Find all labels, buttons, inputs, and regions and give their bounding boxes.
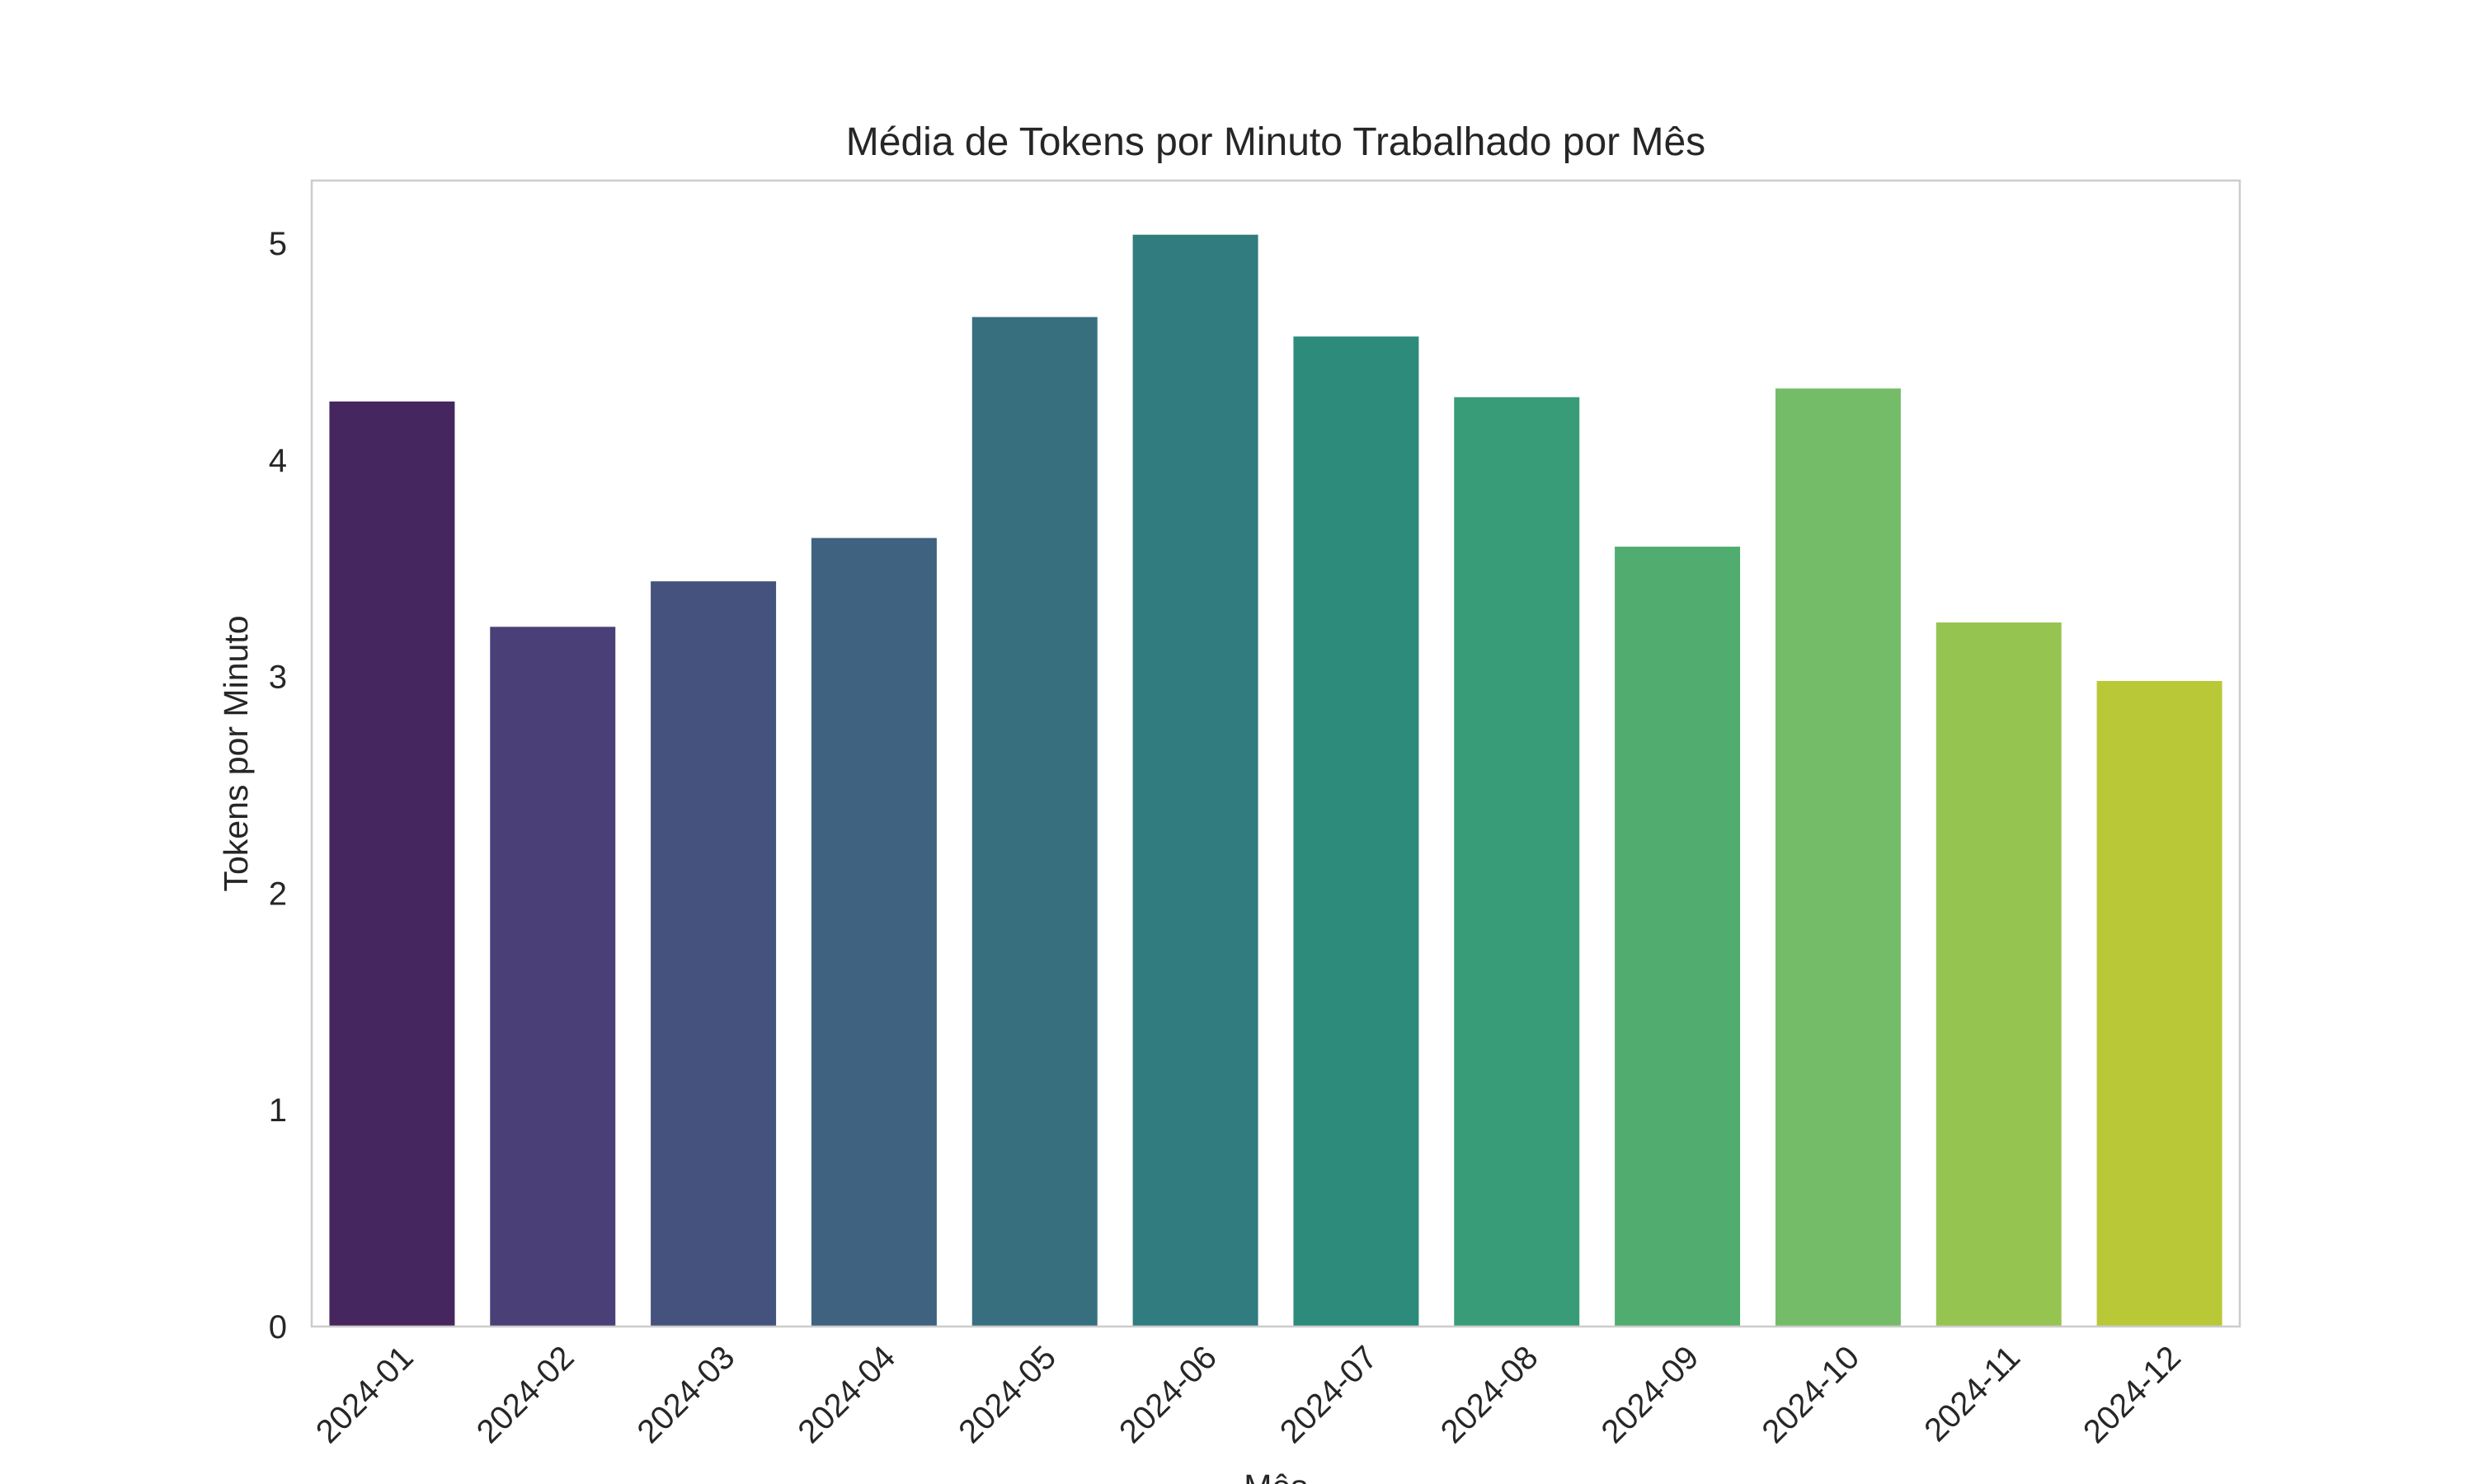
x-tick-label: 2024-05 bbox=[952, 1339, 1063, 1450]
bar-2024-11 bbox=[1935, 622, 2062, 1327]
bar-2024-02 bbox=[490, 627, 616, 1327]
y-tick-label: 3 bbox=[269, 660, 287, 696]
plot-frame bbox=[310, 179, 2241, 1328]
bars-layer bbox=[329, 234, 2222, 1327]
bar-2024-06 bbox=[1132, 234, 1258, 1327]
bar-2024-07 bbox=[1293, 336, 1419, 1327]
bar-2024-01 bbox=[329, 402, 455, 1327]
bar-2024-10 bbox=[1775, 388, 1901, 1327]
y-tick-label: 2 bbox=[269, 876, 287, 912]
x-tick-label: 2024-10 bbox=[1755, 1339, 1866, 1450]
y-axis-label: Tokens por Minuto bbox=[217, 615, 255, 891]
y-tick-label: 1 bbox=[269, 1092, 287, 1129]
bar-2024-03 bbox=[651, 581, 777, 1327]
x-tick-label: 2024-06 bbox=[1112, 1339, 1224, 1450]
x-axis-ticks: 2024-01 2024-02 2024-03 2024-04 2024-05 2024-… bbox=[309, 1339, 2188, 1450]
chart-title: Média de Tokens por Minuto Trabalhado po… bbox=[846, 120, 1705, 164]
x-tick-label: 2024-11 bbox=[1917, 1339, 2027, 1449]
bar-2024-09 bbox=[1615, 547, 1741, 1327]
x-tick-label: 2024-08 bbox=[1434, 1339, 1545, 1450]
bar-2024-08 bbox=[1454, 397, 1580, 1327]
x-tick-label: 2024-03 bbox=[631, 1339, 742, 1450]
x-tick-label: 2024-09 bbox=[1595, 1339, 1706, 1450]
x-tick-label: 2024-04 bbox=[791, 1339, 902, 1450]
x-tick-label: 2024-01 bbox=[309, 1339, 421, 1450]
x-tick-label: 2024-07 bbox=[1273, 1339, 1385, 1450]
bar-2024-05 bbox=[971, 317, 1098, 1327]
y-tick-label: 4 bbox=[269, 443, 287, 479]
y-tick-label: 0 bbox=[269, 1309, 287, 1345]
x-axis-label: Mês bbox=[1244, 1468, 1307, 1484]
x-tick-label: 2024-12 bbox=[2077, 1339, 2188, 1450]
bar-2024-04 bbox=[811, 538, 937, 1327]
x-tick-label: 2024-02 bbox=[470, 1339, 581, 1450]
y-axis-ticks: 0 1 2 3 4 5 bbox=[269, 226, 287, 1345]
y-tick-label: 5 bbox=[269, 226, 287, 262]
bar-2024-12 bbox=[2096, 680, 2222, 1327]
